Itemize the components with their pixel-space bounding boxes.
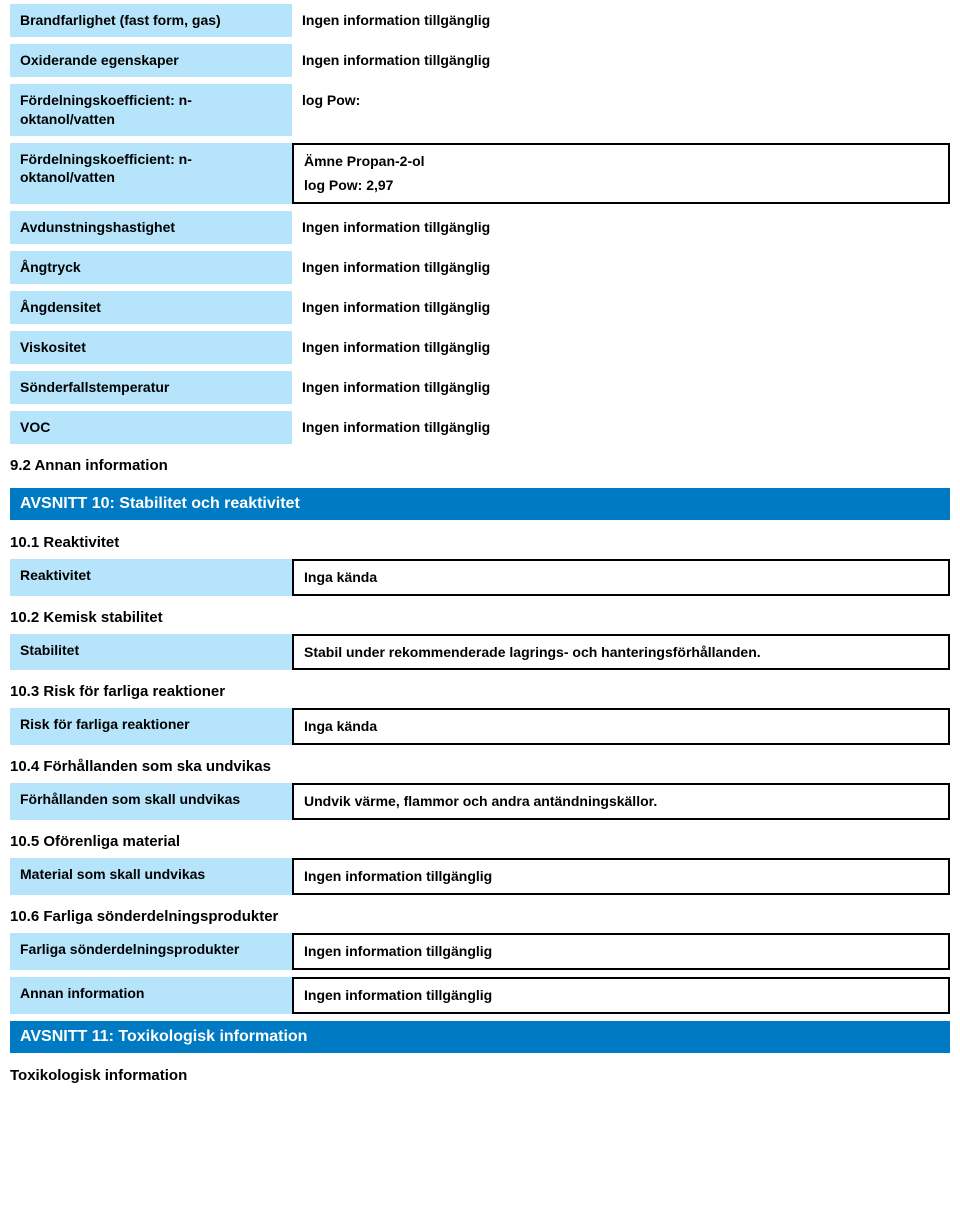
label-voc: VOC <box>10 411 292 444</box>
value-reaktivitet: Inga kända <box>292 559 950 596</box>
value-brandfarlighet: Ingen information tillgänglig <box>292 4 950 37</box>
label-material: Material som skall undvikas <box>10 858 292 895</box>
subheader-10-6: 10.6 Farliga sönderdelningsprodukter <box>10 902 950 933</box>
value-forhallanden: Undvik värme, flammor och andra antändni… <box>292 783 950 820</box>
label-viskositet: Viskositet <box>10 331 292 364</box>
property-row: Material som skall undvikas Ingen inform… <box>10 858 950 895</box>
subheader-9-2: 9.2 Annan information <box>10 451 950 482</box>
value-fordelning2-box: Ämne Propan-2-ol log Pow: 2,97 <box>292 143 950 205</box>
label-fordelning2: Fördelningskoefficient: n-oktanol/vatten <box>10 143 292 205</box>
label-angtryck: Ångtryck <box>10 251 292 284</box>
label-fordelning1: Fördelningskoefficient: n-oktanol/vatten <box>10 84 292 136</box>
value-risk: Inga kända <box>292 708 950 745</box>
value-oxiderande: Ingen information tillgänglig <box>292 44 950 77</box>
label-annan: Annan information <box>10 977 292 1014</box>
property-row: Fördelningskoefficient: n-oktanol/vatten… <box>10 84 950 136</box>
subheader-10-3: 10.3 Risk för farliga reaktioner <box>10 677 950 708</box>
property-row: Annan information Ingen information till… <box>10 977 950 1014</box>
value-angtryck: Ingen information tillgänglig <box>292 251 950 284</box>
logpow-line: log Pow: 2,97 <box>304 176 938 195</box>
value-viskositet: Ingen information tillgänglig <box>292 331 950 364</box>
value-avdunstning: Ingen information tillgänglig <box>292 211 950 244</box>
property-row: Oxiderande egenskaper Ingen information … <box>10 44 950 77</box>
value-annan: Ingen information tillgänglig <box>292 977 950 1014</box>
section-11-bar: AVSNITT 11: Toxikologisk information <box>10 1021 950 1053</box>
property-row: Sönderfallstemperatur Ingen information … <box>10 371 950 404</box>
label-brandfarlighet: Brandfarlighet (fast form, gas) <box>10 4 292 37</box>
property-row: Risk för farliga reaktioner Inga kända <box>10 708 950 745</box>
property-row: Stabilitet Stabil under rekommenderade l… <box>10 634 950 671</box>
subheader-10-2: 10.2 Kemisk stabilitet <box>10 603 950 634</box>
value-material: Ingen information tillgänglig <box>292 858 950 895</box>
property-row: Avdunstningshastighet Ingen information … <box>10 211 950 244</box>
value-sonderfall: Ingen information tillgänglig <box>292 371 950 404</box>
subheader-10-4: 10.4 Förhållanden som ska undvikas <box>10 752 950 783</box>
property-row: Viskositet Ingen information tillgänglig <box>10 331 950 364</box>
property-row: Farliga sönderdelningsprodukter Ingen in… <box>10 933 950 970</box>
value-voc: Ingen information tillgänglig <box>292 411 950 444</box>
value-stabilitet: Stabil under rekommenderade lagrings- oc… <box>292 634 950 671</box>
value-farliga-sond: Ingen information tillgänglig <box>292 933 950 970</box>
property-row: Fördelningskoefficient: n-oktanol/vatten… <box>10 143 950 205</box>
value-fordelning1: log Pow: <box>292 84 950 136</box>
label-reaktivitet: Reaktivitet <box>10 559 292 596</box>
subheader-tox: Toxikologisk information <box>10 1061 950 1092</box>
property-row: Reaktivitet Inga kända <box>10 559 950 596</box>
label-angdensitet: Ångdensitet <box>10 291 292 324</box>
label-sonderfall: Sönderfallstemperatur <box>10 371 292 404</box>
amne-line: Ämne Propan-2-ol <box>304 152 938 171</box>
property-row: VOC Ingen information tillgänglig <box>10 411 950 444</box>
property-row: Förhållanden som skall undvikas Undvik v… <box>10 783 950 820</box>
document-body: Brandfarlighet (fast form, gas) Ingen in… <box>0 0 960 1112</box>
label-farliga-sond: Farliga sönderdelningsprodukter <box>10 933 292 970</box>
label-stabilitet: Stabilitet <box>10 634 292 671</box>
value-angdensitet: Ingen information tillgänglig <box>292 291 950 324</box>
subheader-10-5: 10.5 Oförenliga material <box>10 827 950 858</box>
subheader-10-1: 10.1 Reaktivitet <box>10 528 950 559</box>
label-avdunstning: Avdunstningshastighet <box>10 211 292 244</box>
label-forhallanden: Förhållanden som skall undvikas <box>10 783 292 820</box>
property-row: Brandfarlighet (fast form, gas) Ingen in… <box>10 4 950 37</box>
section-10-bar: AVSNITT 10: Stabilitet och reaktivitet <box>10 488 950 520</box>
label-risk: Risk för farliga reaktioner <box>10 708 292 745</box>
property-row: Ångdensitet Ingen information tillgängli… <box>10 291 950 324</box>
property-row: Ångtryck Ingen information tillgänglig <box>10 251 950 284</box>
label-oxiderande: Oxiderande egenskaper <box>10 44 292 77</box>
